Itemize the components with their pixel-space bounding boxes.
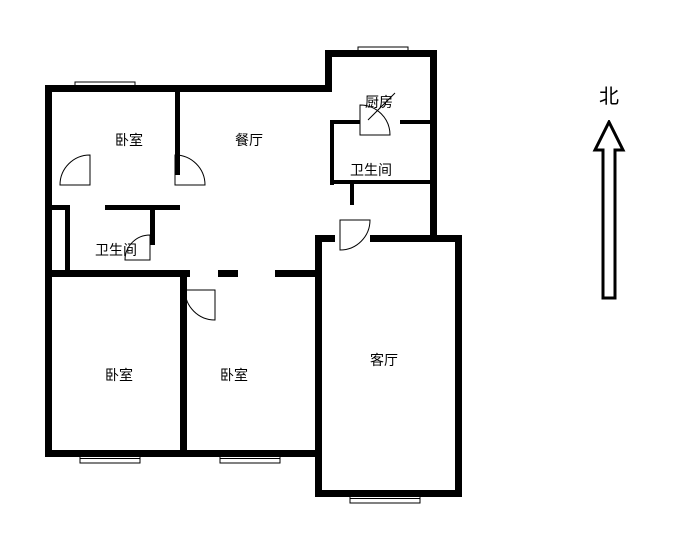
compass: 北 xyxy=(589,80,629,310)
compass-arrow-icon xyxy=(591,120,627,310)
label-dining: 餐厅 xyxy=(235,130,263,150)
label-bedroom-left: 卧室 xyxy=(105,365,133,385)
label-bath-right: 卫生间 xyxy=(350,160,392,180)
compass-label: 北 xyxy=(599,80,619,109)
label-bedroom-mid: 卧室 xyxy=(220,365,248,385)
label-kitchen: 厨房 xyxy=(365,92,393,112)
label-living: 客厅 xyxy=(370,350,398,370)
label-bath-left: 卫生间 xyxy=(95,240,137,260)
label-bedroom-top: 卧室 xyxy=(115,130,143,150)
floorplan: 卧室 餐厅 厨房 卫生间 卫生间 卧室 卧室 客厅 xyxy=(20,30,500,520)
floorplan-svg xyxy=(20,30,500,520)
